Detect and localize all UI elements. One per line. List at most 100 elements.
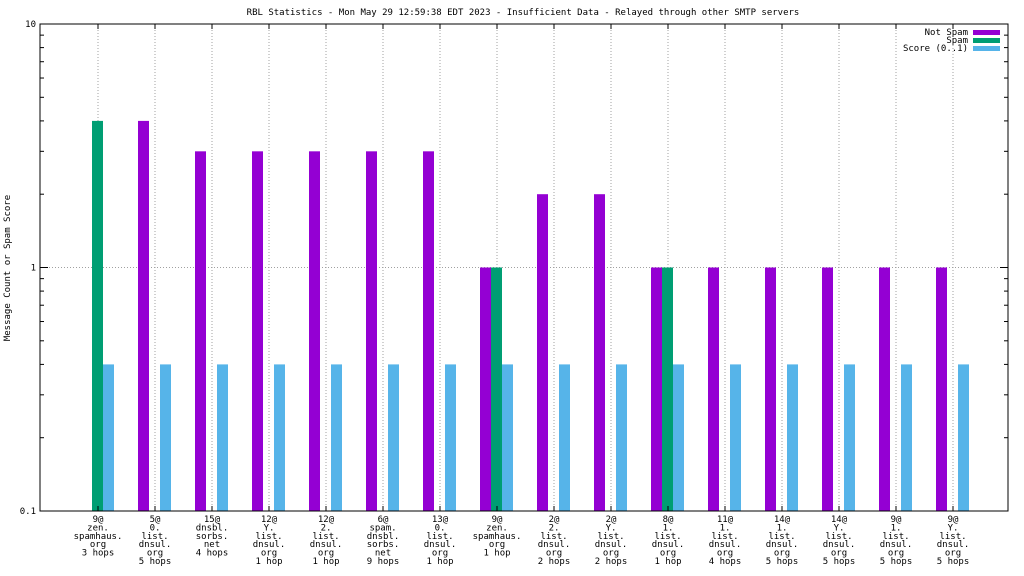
x-tick-label: list. (882, 532, 909, 542)
bar-not-spam (594, 194, 605, 511)
x-tick-label: 5 hops (139, 557, 172, 567)
x-tick-label: dnsul. (253, 540, 286, 550)
x-tick-label: Y. (834, 523, 845, 533)
x-tick-label: dnsul. (595, 540, 628, 550)
x-tick-label: dnsul. (709, 540, 742, 550)
x-tick-label: 0. (150, 523, 161, 533)
x-tick-label: 1 hop (255, 557, 282, 567)
bar-score-0-1 (673, 364, 684, 511)
y-tick-labels: 0.1 1 10 (20, 20, 36, 517)
x-tick-label: 9@ (948, 515, 959, 525)
bar-score-0-1 (103, 364, 114, 511)
legend-swatch (973, 46, 1000, 51)
x-tick-label: 2. (321, 523, 332, 533)
x-tick-label: zen. (486, 523, 508, 533)
x-tick-label: list. (939, 532, 966, 542)
x-tick-label: net (375, 549, 391, 559)
x-tick-label: list. (255, 532, 282, 542)
bar-score-0-1 (901, 364, 912, 511)
x-tick-label: 6@ (378, 515, 389, 525)
x-tick-label: org (147, 549, 163, 559)
x-tick-label: org (945, 549, 961, 559)
bar-score-0-1 (217, 364, 228, 511)
x-tick-label: dnsbl. (196, 523, 229, 533)
legend-swatch (973, 38, 1000, 43)
x-tick-label: 1. (720, 523, 731, 533)
x-tick-label: list. (825, 532, 852, 542)
x-tick-label: org (660, 549, 676, 559)
x-tick-label: sorbs. (367, 540, 400, 550)
x-tick-label: net (204, 540, 220, 550)
x-tick-label: 14@ (831, 515, 848, 525)
bar-not-spam (309, 151, 320, 511)
x-tick-label: org (261, 549, 277, 559)
bar-not-spam (480, 267, 491, 511)
x-tick-label: 4 hops (196, 549, 229, 559)
x-tick-label: list. (654, 532, 681, 542)
bar-score-0-1 (445, 364, 456, 511)
x-tick-label: 1. (777, 523, 788, 533)
x-tick-label: dnsul. (880, 540, 913, 550)
x-tick-label: 5 hops (823, 557, 856, 567)
x-tick-label: 3 hops (82, 549, 115, 559)
bar-not-spam (651, 267, 662, 511)
x-tick-label: 1 hop (426, 557, 453, 567)
axis-ticks (40, 23, 1008, 512)
x-tick-label: 9@ (93, 515, 104, 525)
x-tick-label: 15@ (204, 515, 221, 525)
x-tick-label: 2 hops (595, 557, 628, 567)
bar-score-0-1 (388, 364, 399, 511)
x-tick-label: 2@ (606, 515, 617, 525)
x-tick-label: list. (426, 532, 453, 542)
x-tick-label: 9@ (891, 515, 902, 525)
x-tick-label: spamhaus. (74, 532, 123, 542)
legend-label: Not Spam (925, 28, 968, 38)
x-tick-label: 1 hop (312, 557, 339, 567)
x-tick-label: 1 hop (483, 549, 510, 559)
bar-spam (92, 120, 103, 512)
x-tick-label: 12@ (261, 515, 278, 525)
bar-score-0-1 (616, 364, 627, 511)
x-tick-label: list. (141, 532, 168, 542)
x-tick-label: 12@ (318, 515, 335, 525)
x-tick-label: spam. (369, 523, 396, 533)
x-tick-label: 14@ (774, 515, 791, 525)
x-tick-label: dnsbl. (367, 532, 400, 542)
x-tick-label: dnsul. (937, 540, 970, 550)
x-tick-label: list. (312, 532, 339, 542)
legend-swatch (973, 30, 1000, 35)
x-tick-label: 2. (549, 523, 560, 533)
x-tick-label: org (888, 549, 904, 559)
x-tick-label: list. (768, 532, 795, 542)
x-tick-label: 5 hops (766, 557, 799, 567)
x-tick-label: org (774, 549, 790, 559)
y-axis-label: Message Count or Spam Score (3, 195, 13, 341)
bar-not-spam (879, 267, 890, 511)
y-tick-label: 0.1 (20, 507, 36, 517)
legend-label: Spam (946, 36, 968, 46)
bar-score-0-1 (787, 364, 798, 511)
bar-not-spam (366, 151, 377, 511)
x-tick-label: list. (540, 532, 567, 542)
x-tick-label: org (318, 549, 334, 559)
x-tick-label: dnsul. (139, 540, 172, 550)
x-tick-label: dnsul. (310, 540, 343, 550)
bar-spam (491, 267, 502, 511)
bar-score-0-1 (844, 364, 855, 511)
x-tick-label: org (90, 540, 106, 550)
x-tick-label: 5 hops (937, 557, 970, 567)
x-tick-label: dnsul. (424, 540, 457, 550)
x-tick-label: 5@ (150, 515, 161, 525)
bar-spam (662, 267, 673, 511)
x-tick-label: 2 hops (538, 557, 571, 567)
x-tick-label: 9@ (492, 515, 503, 525)
x-tick-label: list. (711, 532, 738, 542)
bar-score-0-1 (958, 364, 969, 511)
bar-not-spam (423, 151, 434, 511)
bar-not-spam (195, 151, 206, 511)
bar-not-spam (765, 267, 776, 511)
x-tick-label: 1. (663, 523, 674, 533)
x-tick-label: 9 hops (367, 557, 400, 567)
bar-not-spam (708, 267, 719, 511)
